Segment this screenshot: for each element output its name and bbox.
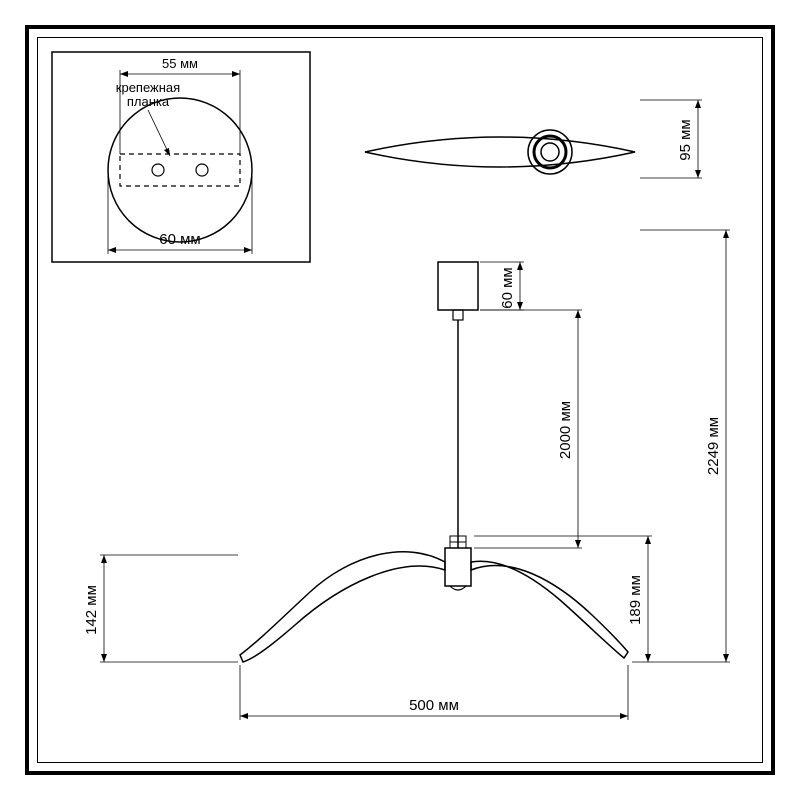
topview-height: 95 мм [677, 119, 694, 160]
inset-detail: 55 мм крепежная планка 60 мм [52, 52, 310, 262]
diagram-canvas: 55 мм крепежная планка 60 мм 95 мм [0, 0, 800, 800]
cable-length: 2000 мм [557, 401, 574, 459]
inset-plate-text2: планка [127, 94, 170, 109]
inset-circle-width: 60 мм [159, 231, 200, 248]
canopy-height: 60 мм [499, 267, 516, 308]
inset-plate-text1: крепежная [116, 80, 180, 95]
pendant-width: 500 мм [409, 697, 459, 714]
pendant-side: 60 мм 2000 мм 2249 мм 189 мм 142 мм [83, 230, 730, 720]
shade-right-height: 189 мм [627, 575, 644, 625]
shade-left-height: 142 мм [83, 585, 100, 635]
total-height: 2249 мм [705, 417, 722, 475]
top-view: 95 мм [365, 100, 702, 178]
inset-plate-width: 55 мм [162, 56, 198, 71]
